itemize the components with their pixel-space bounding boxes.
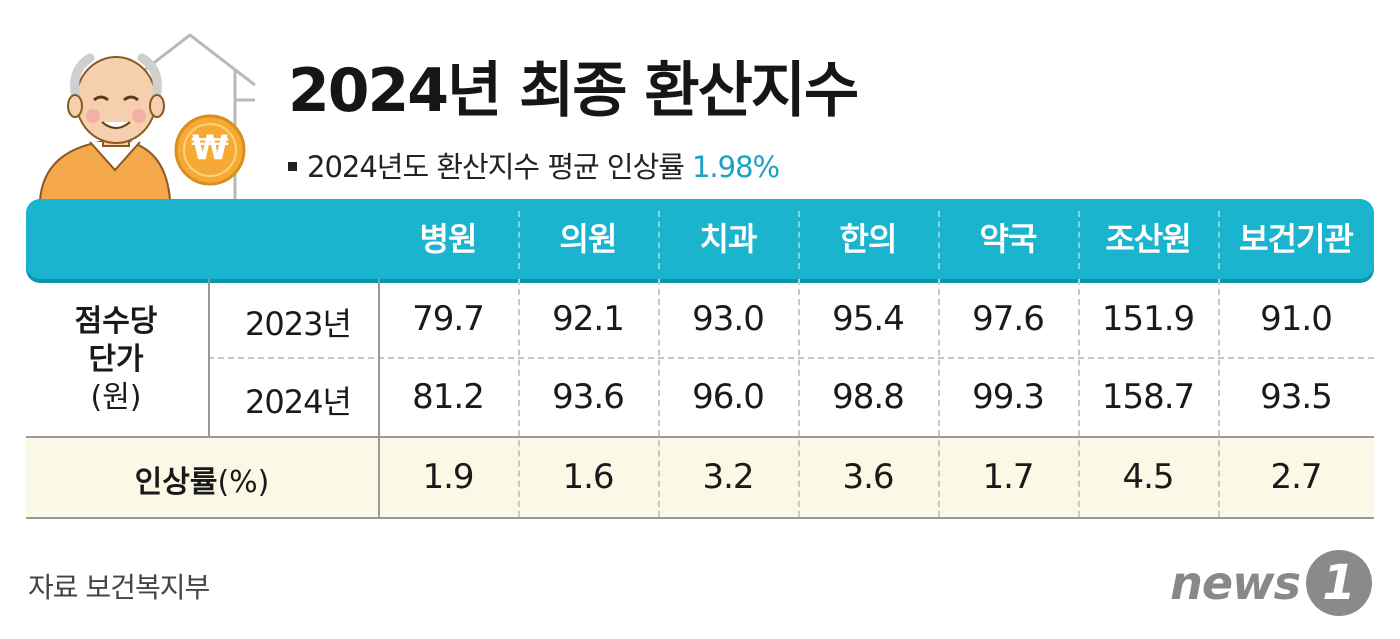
rate-cell: 2.7 [1270, 457, 1322, 497]
header-divider [518, 211, 520, 269]
table-cell: 99.3 [972, 377, 1045, 417]
table-header-bar: 병원 의원 치과 한의 약국 조산원 보건기관 [26, 199, 1374, 279]
news1-logo: news 1 [1170, 548, 1372, 618]
table-cell: 96.0 [692, 377, 765, 417]
table-cell: 79.7 [412, 299, 485, 339]
header-divider [938, 211, 940, 269]
table-cell: 95.4 [832, 299, 905, 339]
subtitle: 2024년도 환산지수 평균 인상률 1.98% [288, 144, 780, 186]
rate-cell: 1.9 [422, 457, 474, 497]
average-rate-value: 1.98% [691, 150, 780, 184]
rate-row-label: 인상률(%) [26, 457, 378, 501]
column-divider [208, 279, 210, 436]
table-cell: 98.8 [832, 377, 905, 417]
column-header: 병원 [419, 220, 478, 258]
row-divider [26, 436, 1374, 438]
table-bottom-border [26, 517, 1374, 519]
data-table: 점수당 단가 (원) 2023년 2024년 79.7 92.1 93.0 95… [26, 279, 1374, 519]
header-divider [658, 211, 660, 269]
header-divider [798, 211, 800, 269]
elderly-man-illustration: ₩ [30, 30, 270, 205]
column-divider [798, 279, 800, 517]
rate-cell: 4.5 [1122, 457, 1174, 497]
logo-badge: 1 [1306, 550, 1372, 616]
year-label: 2024년 [245, 383, 352, 421]
subtitle-text: 2024년도 환산지수 평균 인상률 [307, 150, 685, 184]
table-cell: 91.0 [1260, 299, 1333, 339]
rate-label-unit: (%) [217, 465, 270, 500]
rate-cell: 3.6 [842, 457, 894, 497]
table-cell: 93.5 [1260, 377, 1333, 417]
column-header: 보건기관 [1239, 220, 1354, 258]
table-cell: 93.0 [692, 299, 765, 339]
rate-cell: 1.6 [562, 457, 614, 497]
row-group-label: 점수당 단가 (원) [26, 303, 206, 417]
rate-row-background [26, 437, 1374, 517]
column-divider [938, 279, 940, 517]
table-cell: 158.7 [1101, 377, 1195, 417]
logo-word: news [1170, 556, 1301, 610]
source-note: 자료 보건복지부 [28, 571, 210, 604]
column-header: 조산원 [1105, 220, 1191, 258]
rate-cell: 3.2 [702, 457, 754, 497]
table-cell: 93.6 [552, 377, 625, 417]
row-group-label-line: 단가 [88, 342, 144, 377]
column-header: 한의 [839, 220, 898, 258]
column-divider [658, 279, 660, 517]
page-title: 2024년 최종 환산지수 [288, 56, 859, 126]
table-cell: 92.1 [552, 299, 625, 339]
won-coin-icon: ₩ [191, 128, 229, 168]
bullet-icon [288, 161, 297, 171]
rate-label-text: 인상률 [134, 465, 218, 500]
column-divider [1218, 279, 1220, 517]
column-header: 약국 [979, 220, 1038, 258]
row-divider [208, 357, 1374, 359]
table-cell: 97.6 [972, 299, 1045, 339]
table-cell: 151.9 [1101, 299, 1195, 339]
header-divider [1218, 211, 1220, 269]
column-divider [518, 279, 520, 517]
table-cell: 81.2 [412, 377, 485, 417]
header-divider [1078, 211, 1080, 269]
rate-cell: 1.7 [982, 457, 1034, 497]
column-header: 의원 [559, 220, 618, 258]
row-group-unit: (원) [90, 380, 142, 415]
row-group-label-line: 점수당 [74, 304, 158, 339]
year-label: 2023년 [245, 305, 352, 343]
column-divider [378, 279, 380, 517]
column-divider [1078, 279, 1080, 517]
column-header: 치과 [699, 220, 758, 258]
